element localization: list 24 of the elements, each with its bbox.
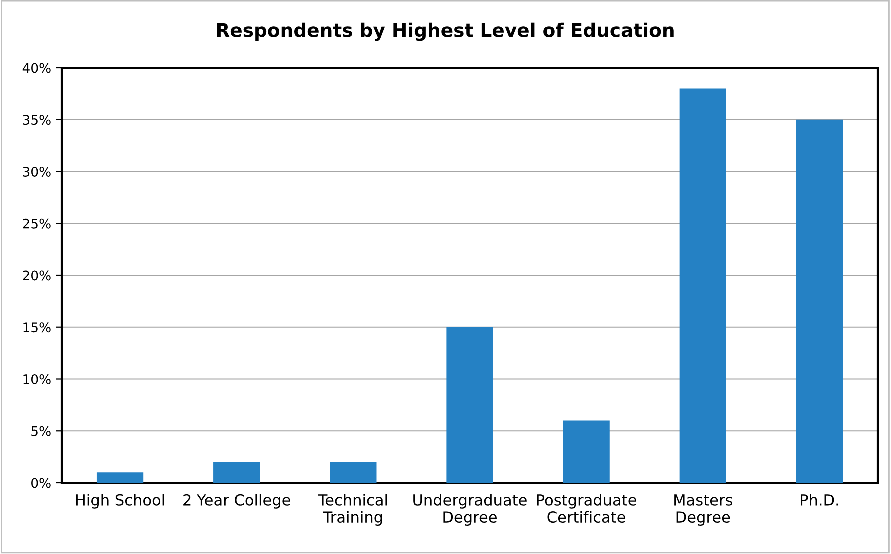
chart-title: Respondents by Highest Level of Education (217, 22, 674, 42)
y-tick-label: 5% (32, 426, 51, 436)
x-tick-label: Ph.D. (801, 494, 838, 506)
bar (563, 420, 610, 483)
y-tick-label: 40% (22, 63, 51, 74)
y-tick-label: 20% (23, 270, 51, 281)
x-tick-label: High School (76, 494, 164, 509)
y-tick-label: 30% (23, 166, 51, 177)
x-tick-label: Technical Training (318, 494, 388, 526)
y-tick-label: 15% (24, 322, 51, 333)
y-tick-label: 25% (23, 218, 51, 229)
x-tick-label: Undergraduate Degree (414, 494, 527, 526)
x-tick-label: Masters Degree (674, 494, 732, 526)
y-tick-label: 0% (32, 478, 51, 488)
bar (330, 462, 377, 483)
x-tick-label: Postgraduate Certificate (537, 494, 636, 524)
y-tick-label: 35% (23, 115, 51, 126)
y-tick-label: 10% (24, 374, 51, 384)
x-tick-label: 2 Year College (184, 494, 290, 509)
bar (680, 88, 726, 483)
bar (796, 120, 844, 483)
bar (96, 472, 144, 483)
bar (446, 327, 494, 483)
bar (214, 462, 260, 483)
